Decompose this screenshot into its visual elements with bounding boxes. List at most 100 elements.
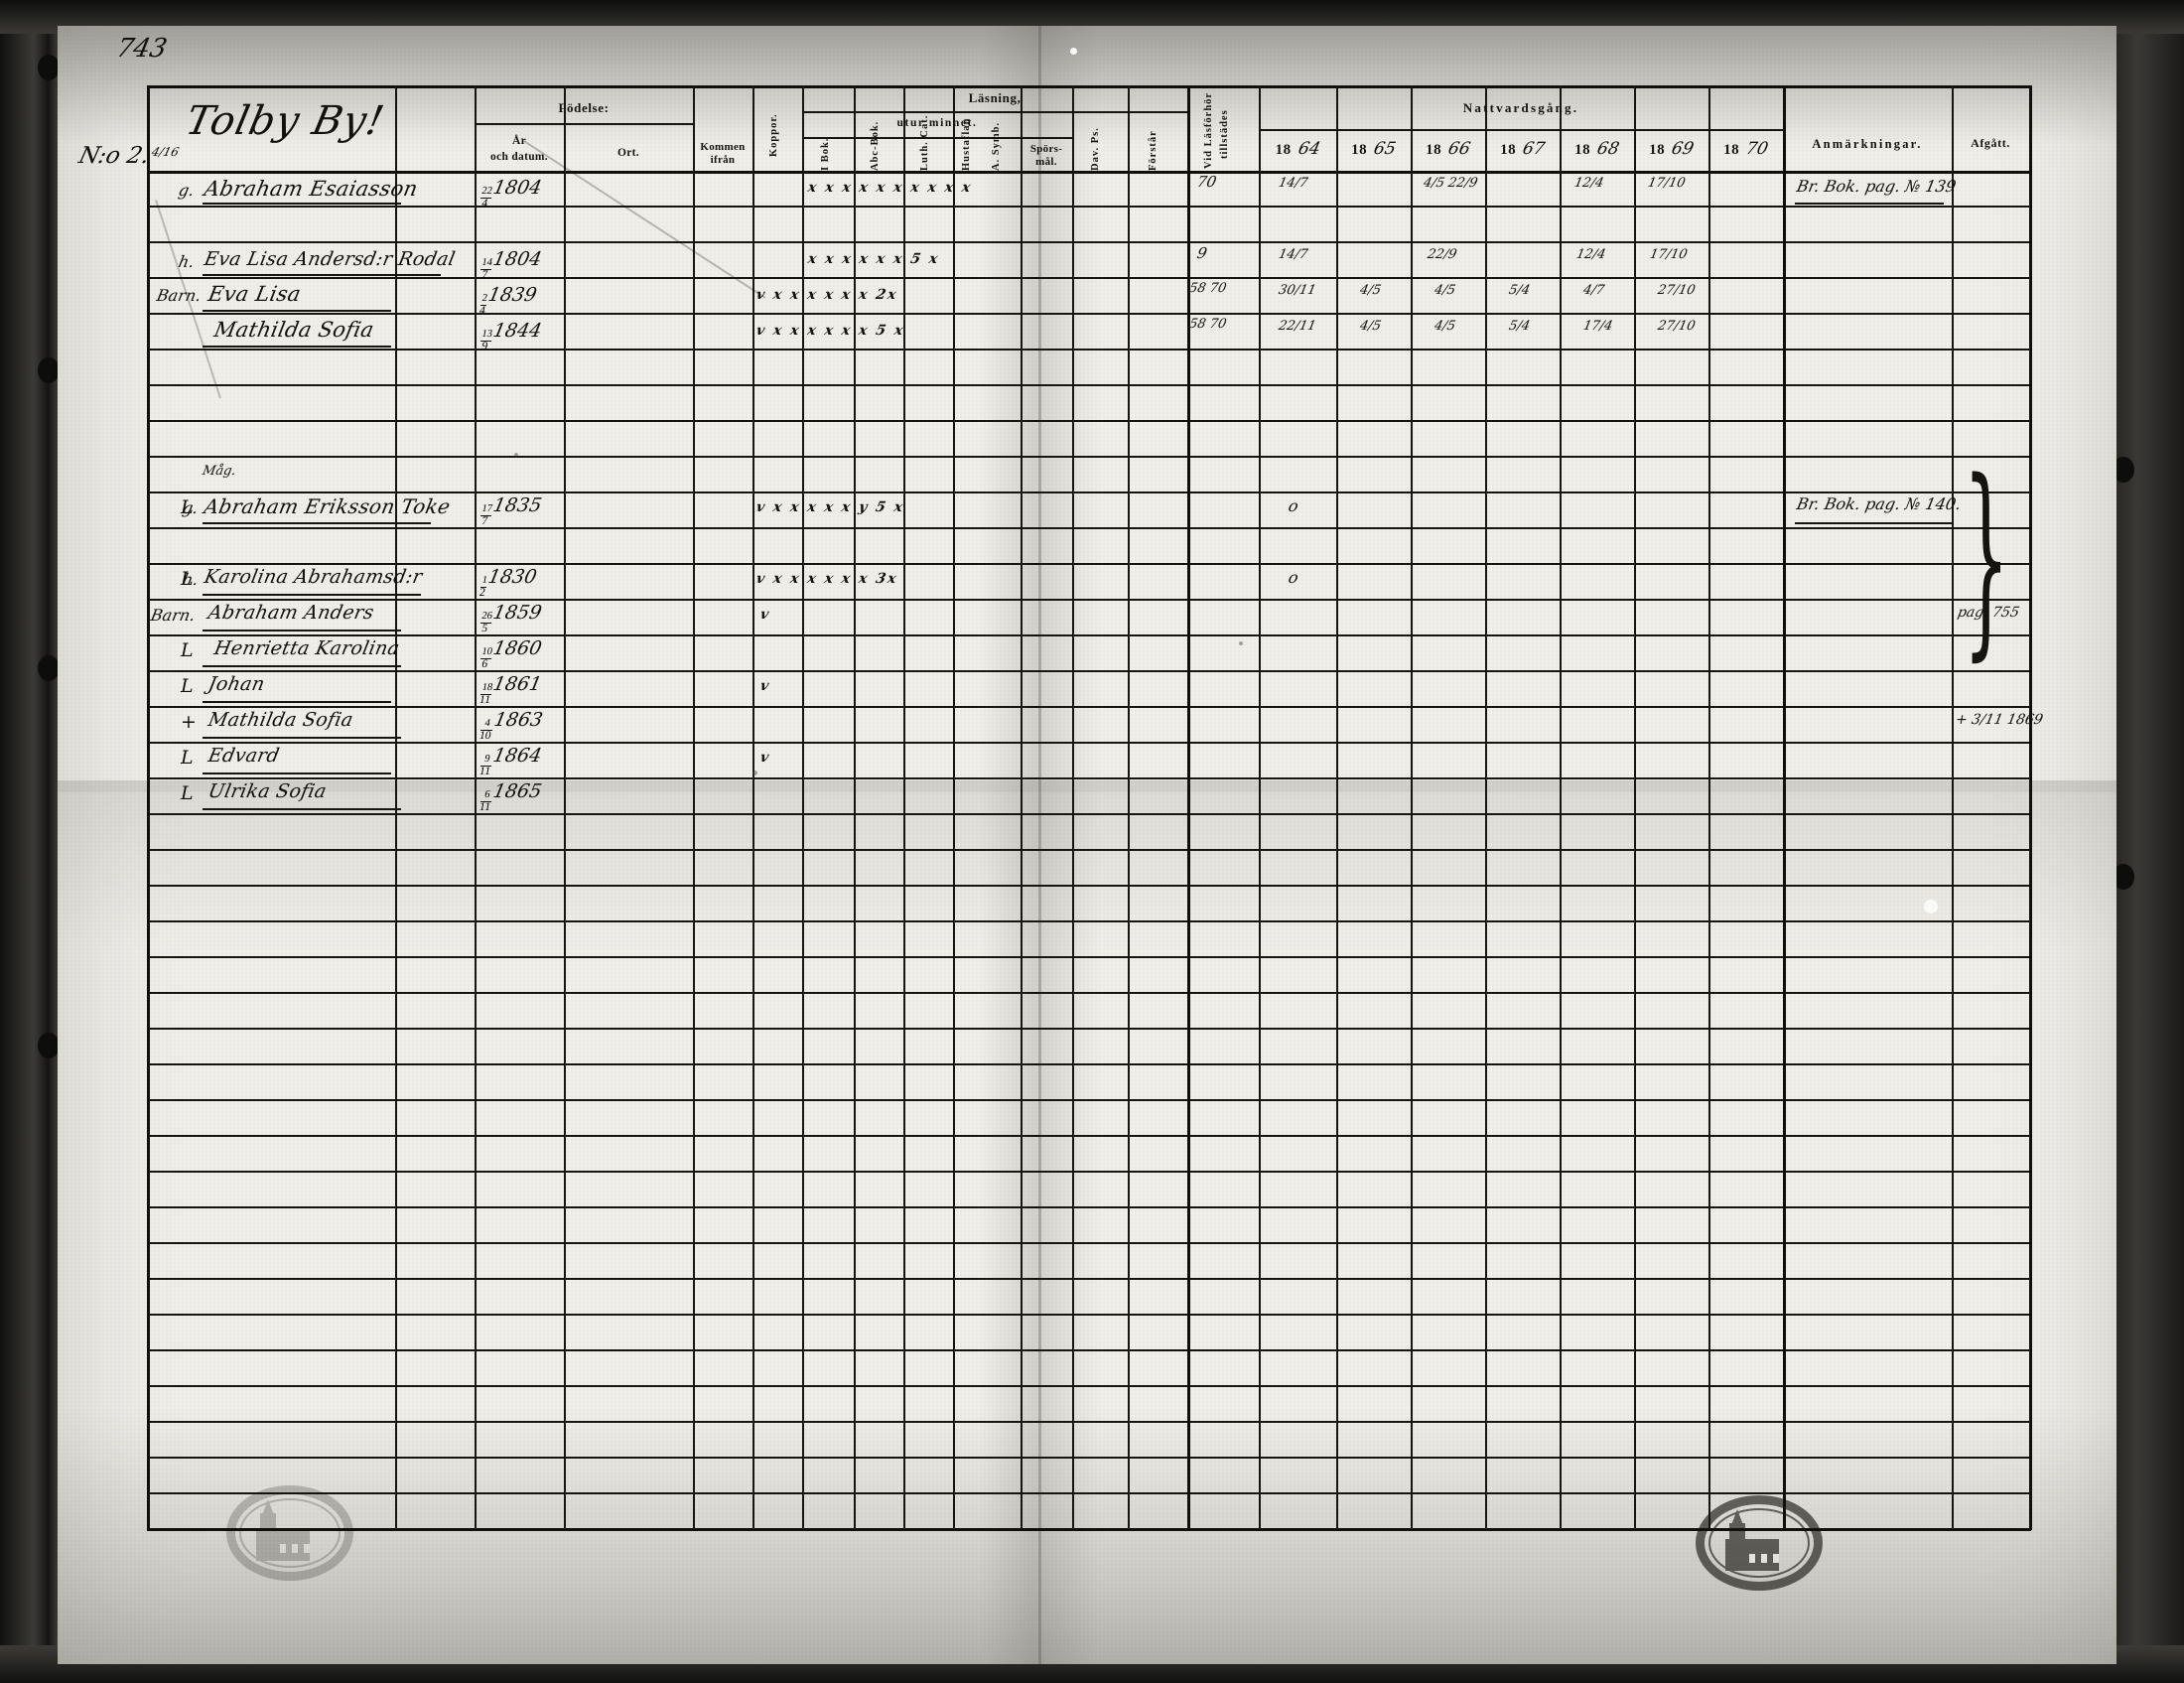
member-name: Karolina Abrahamsd:r [202, 566, 425, 588]
member-reading-marks: v [758, 750, 770, 766]
film-edge-left [0, 0, 62, 1683]
col-rule-abc-bok [854, 85, 856, 1530]
church-window-icon [292, 1544, 298, 1553]
header-i-bok: I Bok. [820, 137, 831, 171]
row-rule [147, 241, 2031, 243]
member-communion-1868: 12/4 [1574, 247, 1607, 262]
col-rule-1869 [1708, 85, 1710, 1530]
col-rule-birth-place [564, 85, 566, 1530]
row-rule [147, 706, 2031, 708]
member-birth-date: 9 11 1864 [478, 745, 544, 777]
film-sprocket-mark [38, 1033, 60, 1058]
member-name: Abraham Anders [205, 602, 376, 624]
member-name: Eva Lisa [205, 282, 304, 306]
communion-year-1869: 18 69 [1649, 139, 1697, 159]
member-communion-1868: 12/4 [1572, 176, 1605, 191]
member-name: Abraham Esaiasson [202, 177, 420, 201]
member-communion-1864: 14/7 [1277, 247, 1309, 262]
col-rule-smallpox [752, 85, 754, 1530]
member-lasforhor: 70 [1195, 173, 1218, 191]
grouping-brace: } [1963, 436, 2010, 679]
row-tick-mark: L [181, 568, 194, 590]
member-reading-marks: v x x x x x x 2x [754, 287, 900, 303]
col-rule-hustaflan [953, 85, 955, 1530]
death-note: + 3/11 1869 [1954, 712, 2045, 728]
col-rule-1866 [1485, 85, 1487, 1530]
col-rule-came-from [693, 85, 695, 1530]
row-rule [147, 277, 2031, 279]
communion-year-1867: 18 67 [1500, 139, 1548, 159]
member-name: Henrietta Karolina [211, 637, 402, 659]
row-tick-mark: L [181, 639, 194, 661]
header-birth-year-sub: och datum. [490, 151, 548, 163]
member-communion-1869: 27/10 [1656, 319, 1697, 334]
name-underline [203, 346, 391, 348]
member-communion-1869: 17/10 [1648, 247, 1689, 262]
church-tower-icon [260, 1513, 276, 1561]
header-sporsmal-2: mål. [1035, 156, 1057, 168]
header-birth-place: Ort. [617, 147, 639, 159]
church-tower-icon [1729, 1523, 1745, 1571]
name-underline [203, 203, 401, 205]
row-rule [147, 420, 2031, 422]
member-lasforhor: 9 [1195, 244, 1209, 262]
header-forstar: Förstår [1148, 130, 1159, 171]
col-rule-sporsmal [1021, 85, 1023, 1530]
member-communion-1864: 14/7 [1277, 176, 1309, 191]
remark-underline [1795, 203, 1944, 205]
member-communion-1866: 4/5 [1433, 319, 1457, 334]
book-gutter-shadow [981, 26, 1100, 1664]
row-rule [147, 456, 2031, 458]
col-rule-comm-outer [1259, 85, 1261, 1530]
document-page: 743 N:o 2. 4/16 [58, 26, 2116, 1664]
header-afgatt: Afgått. [1971, 136, 2010, 150]
member-birth-date: 18 11 1861 [478, 673, 544, 706]
row-rule [147, 634, 2031, 636]
header-a-symb: A. Symb. [991, 121, 1002, 171]
member-role: g. [177, 181, 197, 200]
row-rule [147, 206, 2031, 208]
member-reading-marks: x x x x x x x x x x [806, 180, 975, 196]
communion-year-1866: 18 66 [1426, 139, 1473, 159]
col-rule-remarks [1952, 85, 1954, 1530]
row-rule [147, 1457, 2031, 1459]
header-luth-cat: Luth. Cat. [919, 114, 930, 171]
communion-year-1868: 18 68 [1574, 139, 1622, 159]
member-birth-date: 4 10 1863 [478, 709, 544, 742]
archive-stamp-right [1696, 1495, 1823, 1591]
member-name: Johan [205, 673, 267, 695]
header-vid-lasforhor: Vid Läsförhör [1203, 91, 1214, 169]
row-rule [147, 1492, 2031, 1494]
member-reading-marks: v [758, 678, 770, 694]
member-reading-marks: v x x x x x y 5 x [754, 499, 906, 515]
member-name: Eva Lisa Andersd:r Rodal [202, 248, 458, 270]
header-hustaflan: Hustaflan [961, 117, 972, 171]
reading-sub-underline [802, 137, 1072, 139]
member-birth-date: 13 9 1844 [478, 320, 543, 352]
birth-group-underline [475, 123, 693, 125]
row-rule [147, 777, 2031, 779]
row-rule [147, 349, 2031, 351]
row-rule [147, 1385, 2031, 1387]
row-tick-mark: L [181, 782, 194, 804]
header-birth-year: År [511, 135, 526, 147]
member-reading-marks: x x x x x x 5 x [806, 251, 941, 267]
header-bottom-rule [147, 171, 2031, 174]
row-rule [147, 849, 2031, 851]
member-communion-1869: 27/10 [1656, 283, 1697, 298]
row-rule [147, 885, 2031, 887]
row-rule [147, 563, 2031, 565]
film-sprocket-mark [38, 357, 60, 383]
film-speck-dark [514, 453, 518, 457]
row-rule [147, 1028, 2031, 1030]
name-underline [203, 594, 421, 596]
member-birth-date: 17 7 1835 [478, 494, 543, 527]
member-birth-date: 1 2 1830 [478, 566, 539, 599]
name-underline [203, 310, 391, 312]
row-rule [147, 1314, 2031, 1316]
col-rule-left-edge [147, 85, 150, 1530]
church-spire-icon [262, 1499, 274, 1515]
film-edge-right [2107, 0, 2184, 1683]
member-name: Mathilda Sofia [211, 318, 376, 342]
member-name: Ulrika Sofia [205, 780, 329, 802]
